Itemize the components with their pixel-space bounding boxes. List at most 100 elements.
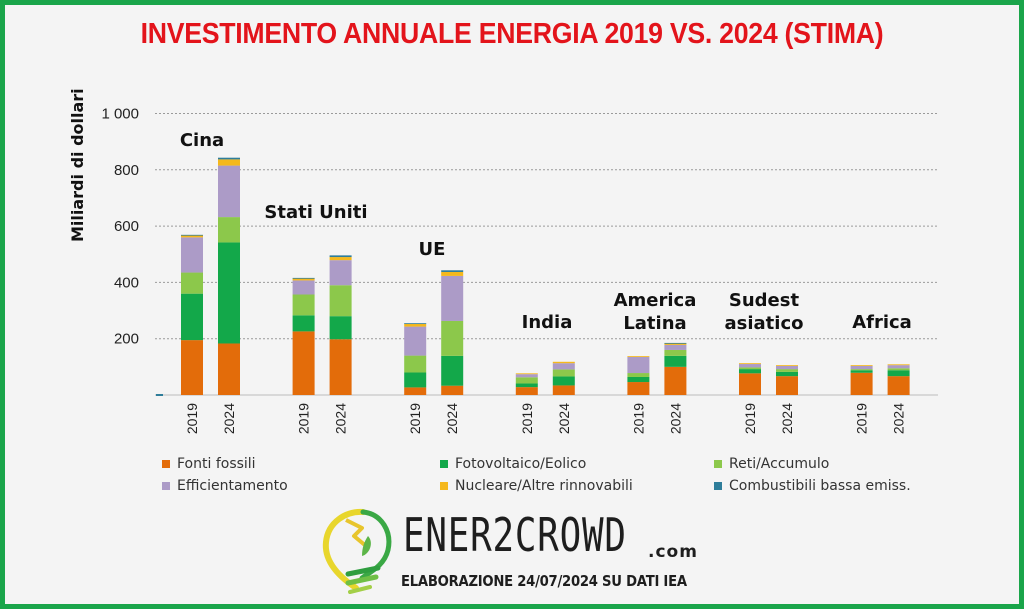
bar-segment-efficientamento xyxy=(329,260,352,286)
bar-segment-efficientamento xyxy=(887,365,910,369)
x-year-label: 2024 xyxy=(556,403,572,434)
group-label: Sudest asiatico xyxy=(725,290,804,334)
group-label: America Latina xyxy=(614,290,697,334)
bar-sudest-asiatico-2019 xyxy=(739,363,761,395)
bar-segment-fotovoltaico-eolico xyxy=(739,369,761,374)
x-year-label: 2019 xyxy=(742,403,758,434)
bar-segment-combustibili-bassa-emiss- xyxy=(292,277,315,279)
bar-sudest-asiatico-2024 xyxy=(776,365,798,395)
bar-stati-uniti-2019 xyxy=(292,277,315,395)
bar-segment-reti-accumulo xyxy=(739,367,761,370)
bar-segment-reti-accumulo xyxy=(627,373,650,377)
bar-segment-fonti-fossili xyxy=(887,376,910,395)
bar-segment-fotovoltaico-eolico xyxy=(776,371,798,377)
x-year-label: 2019 xyxy=(184,403,200,434)
bar-segment-nucleare-altre-rinnovabili xyxy=(850,365,873,367)
bar-segment-efficientamento xyxy=(218,165,240,218)
legend-swatch xyxy=(162,460,170,468)
legend-label: Combustibili bassa emiss. xyxy=(729,478,911,494)
bar-segment-fonti-fossili xyxy=(181,340,203,395)
x-year-label: 2024 xyxy=(444,403,460,434)
bar-segment-nucleare-altre-rinnovabili xyxy=(441,271,464,276)
x-year-label: 2024 xyxy=(333,403,349,434)
bar-segment-combustibili-bassa-emiss- xyxy=(441,270,464,272)
legend-label: Efficientamento xyxy=(177,478,288,494)
bar-america-latina-2019 xyxy=(627,356,650,395)
y-tick-label: 200 xyxy=(114,331,139,348)
bar-segment-fotovoltaico-eolico xyxy=(404,372,427,388)
legend-label: Nucleare/Altre rinnovabili xyxy=(455,478,633,494)
group-labels: Cina Stati Uniti UE India America Latina Sudes… xyxy=(180,130,912,334)
legend-swatch xyxy=(162,482,170,490)
bar-segment-efficientamento xyxy=(627,356,650,374)
bar-segment-efficientamento xyxy=(441,275,464,321)
bar-america-latina-2024 xyxy=(664,342,687,395)
legend-item-fotovoltaico-eolico: Fotovoltaico/Eolico xyxy=(440,456,586,472)
bar-segment-efficientamento xyxy=(515,374,538,378)
bar-segment-combustibili-bassa-emiss- xyxy=(404,323,427,325)
bar-segment-fotovoltaico-eolico xyxy=(329,316,352,340)
x-year-label: 2024 xyxy=(221,403,237,434)
bar-segment-nucleare-altre-rinnovabili xyxy=(552,361,575,364)
bar-segment-combustibili-bassa-emiss- xyxy=(181,234,203,236)
bar-segment-fonti-fossili xyxy=(627,382,650,395)
brand-name: ENER2CROWD xyxy=(403,508,627,562)
bar-segment-nucleare-altre-rinnovabili xyxy=(887,364,910,366)
y-tick-label: 800 xyxy=(114,162,139,179)
bar-segment-nucleare-altre-rinnovabili xyxy=(404,323,427,327)
ener2crowd-logo: ENER2CROWD .com ELABORAZIONE 24/07/2024 … xyxy=(318,506,718,601)
bar-segment-reti-accumulo xyxy=(887,368,910,371)
bar-segment-fotovoltaico-eolico xyxy=(292,315,315,332)
bar-africa-2024 xyxy=(887,364,910,395)
baseline-marker xyxy=(156,394,163,396)
legend-item-fonti-fossili: Fonti fossili xyxy=(162,456,256,472)
bar-segment-nucleare-altre-rinnovabili xyxy=(739,363,761,365)
bar-segment-reti-accumulo xyxy=(292,294,315,316)
legend-swatch xyxy=(440,482,448,490)
bar-segment-reti-accumulo xyxy=(850,369,873,371)
y-tick-label: 600 xyxy=(114,218,139,235)
bar-ue-2024 xyxy=(441,270,464,395)
bar-segment-fonti-fossili xyxy=(329,339,352,395)
bar-segment-fotovoltaico-eolico xyxy=(441,355,464,386)
x-year-label: 2019 xyxy=(854,403,870,434)
bar-segment-fonti-fossili xyxy=(850,372,873,395)
y-tick-label: 400 xyxy=(114,274,139,291)
bar-segment-efficientamento xyxy=(664,344,687,350)
bar-segment-nucleare-altre-rinnovabili xyxy=(181,235,203,238)
x-year-label: 2019 xyxy=(630,403,646,434)
bar-segment-fonti-fossili xyxy=(292,331,315,395)
bar-segment-efficientamento xyxy=(181,237,203,273)
group-label: India xyxy=(522,312,573,333)
bar-segment-combustibili-bassa-emiss- xyxy=(329,255,352,258)
bar-segment-nucleare-altre-rinnovabili xyxy=(515,373,538,375)
y-axis-ticks: 200 400 600 800 1 000 xyxy=(101,106,139,348)
bar-india-2019 xyxy=(515,373,538,395)
bar-segment-efficientamento xyxy=(850,366,873,370)
bar-segment-nucleare-altre-rinnovabili xyxy=(627,356,650,357)
x-year-label: 2024 xyxy=(891,403,907,434)
bar-africa-2019 xyxy=(850,365,873,395)
group-label: Stati Uniti xyxy=(264,202,367,223)
bar-segment-fotovoltaico-eolico xyxy=(850,370,873,373)
chart-title: INVESTIMENTO ANNUALE ENERGIA 2019 VS. 20… xyxy=(140,18,884,50)
bar-segment-nucleare-altre-rinnovabili xyxy=(292,278,315,281)
x-year-label: 2019 xyxy=(519,403,535,434)
bar-segment-fotovoltaico-eolico xyxy=(627,376,650,383)
source-credit: ELABORAZIONE 24/07/2024 SU DATI IEA xyxy=(401,572,687,590)
bar-ue-2019 xyxy=(404,323,427,395)
legend-item-nucleare: Nucleare/Altre rinnovabili xyxy=(440,478,633,494)
legend-swatch xyxy=(714,482,722,490)
legend-swatch xyxy=(714,460,722,468)
bar-segment-fotovoltaico-eolico xyxy=(181,293,203,341)
legend-item-efficientamento: Efficientamento xyxy=(162,478,288,494)
bar-segment-reti-accumulo xyxy=(441,320,464,356)
bar-segment-efficientamento xyxy=(404,326,427,356)
bars xyxy=(181,157,910,395)
bar-segment-reti-accumulo xyxy=(664,349,687,356)
y-axis-label: Miliardi di dollari xyxy=(68,88,87,242)
bar-segment-reti-accumulo xyxy=(552,369,575,377)
group-label: Africa xyxy=(852,312,912,333)
lightbulb-icon xyxy=(322,508,392,594)
group-label: Cina xyxy=(180,130,224,151)
